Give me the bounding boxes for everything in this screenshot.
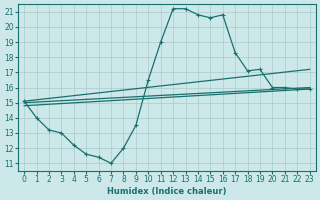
X-axis label: Humidex (Indice chaleur): Humidex (Indice chaleur) <box>107 187 227 196</box>
